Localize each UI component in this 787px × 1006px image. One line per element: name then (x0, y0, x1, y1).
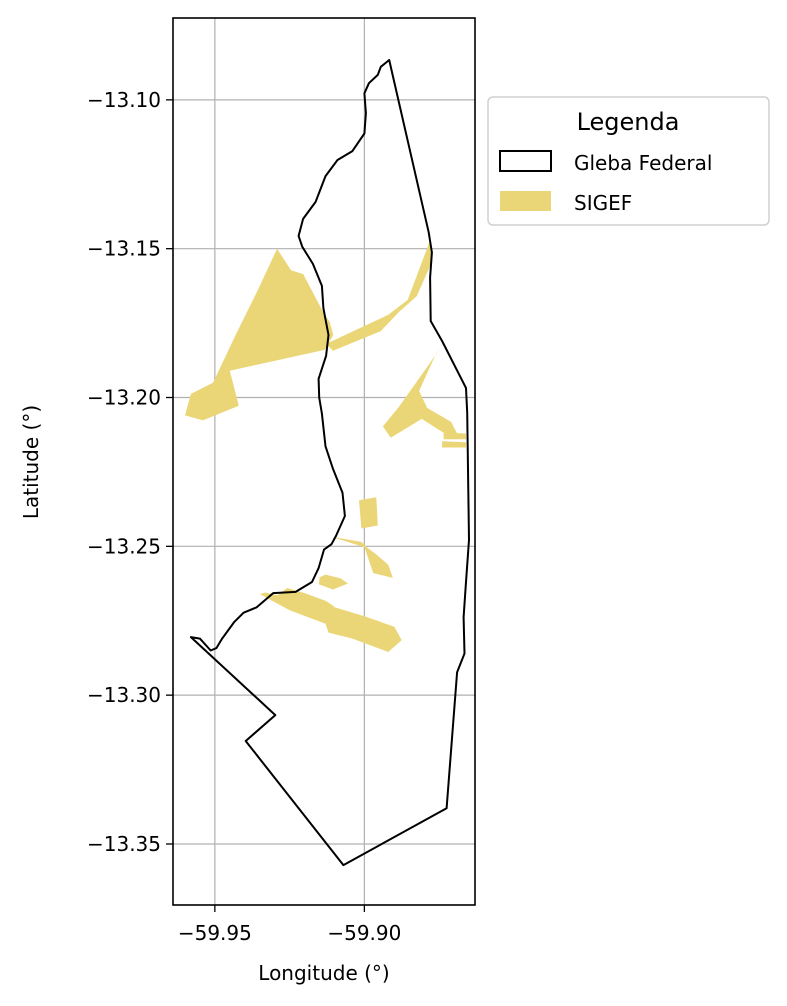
gleba-federal-layer (189, 59, 470, 867)
sigef-parcel-0 (185, 248, 334, 421)
sigef-parcel-9 (259, 592, 402, 652)
x-tick-label-0: −59.95 (178, 921, 252, 945)
y-tick-label-0: −13.10 (87, 88, 161, 112)
legend-sigef-swatch (500, 191, 551, 211)
y-axis-ticks: −13.10 −13.15 −13.20 −13.25 −13.30 −13.35 (87, 88, 173, 856)
sigef-parcel-4 (442, 441, 466, 448)
sigef-parcels (185, 240, 466, 652)
x-axis-label: Longitude (°) (258, 961, 389, 985)
sigef-parcel-7 (318, 574, 348, 590)
y-tick-label-4: −13.30 (87, 683, 161, 707)
y-tick-label-2: −13.20 (87, 386, 161, 410)
sigef-parcel-1 (326, 240, 433, 351)
legend: Legenda Gleba Federal SIGEF (487, 96, 770, 226)
legend-sigef-label: SIGEF (574, 191, 632, 215)
y-tick-label-3: −13.25 (87, 534, 161, 558)
sigef-parcel-2 (382, 347, 459, 438)
x-axis-ticks: −59.95 −59.90 (178, 905, 401, 945)
y-tick-label-5: −13.35 (87, 832, 161, 856)
sigef-parcel-3 (443, 432, 466, 440)
legend-box (487, 96, 770, 226)
legend-gleba-swatch (499, 150, 552, 172)
x-tick-label-1: −59.90 (327, 921, 401, 945)
sigef-parcel-6 (331, 536, 393, 578)
plot-frame (172, 17, 476, 906)
sigef-parcel-5 (359, 497, 378, 529)
legend-gleba-label: Gleba Federal (574, 151, 712, 175)
y-axis-label: Latitude (°) (19, 405, 43, 519)
y-tick-label-1: −13.15 (87, 237, 161, 261)
legend-title: Legenda (577, 108, 680, 136)
grid-lines (173, 18, 475, 905)
gleba-federal-boundary (189, 59, 470, 867)
